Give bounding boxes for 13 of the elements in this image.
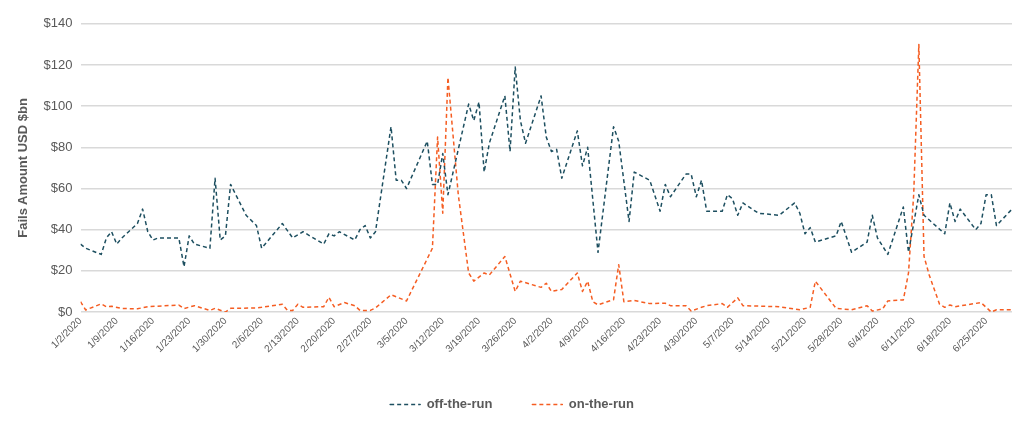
line-series bbox=[80, 43, 1012, 313]
y-tick-label: $120 bbox=[43, 56, 73, 72]
y-tick-label: $140 bbox=[43, 15, 73, 31]
y-tick-label: $100 bbox=[43, 97, 73, 113]
y-tick-label: $20 bbox=[50, 262, 73, 278]
y-tick-label: $0 bbox=[58, 303, 73, 319]
line-series bbox=[80, 66, 1012, 268]
y-tick-label: $80 bbox=[50, 138, 73, 154]
y-tick-label: $60 bbox=[50, 180, 73, 196]
legend-label: on-the-run bbox=[568, 396, 634, 412]
legend-label: off-the-run bbox=[426, 396, 493, 412]
y-axis-title: Fails Amount USD $bn bbox=[15, 98, 31, 238]
y-tick-label: $40 bbox=[50, 221, 73, 237]
